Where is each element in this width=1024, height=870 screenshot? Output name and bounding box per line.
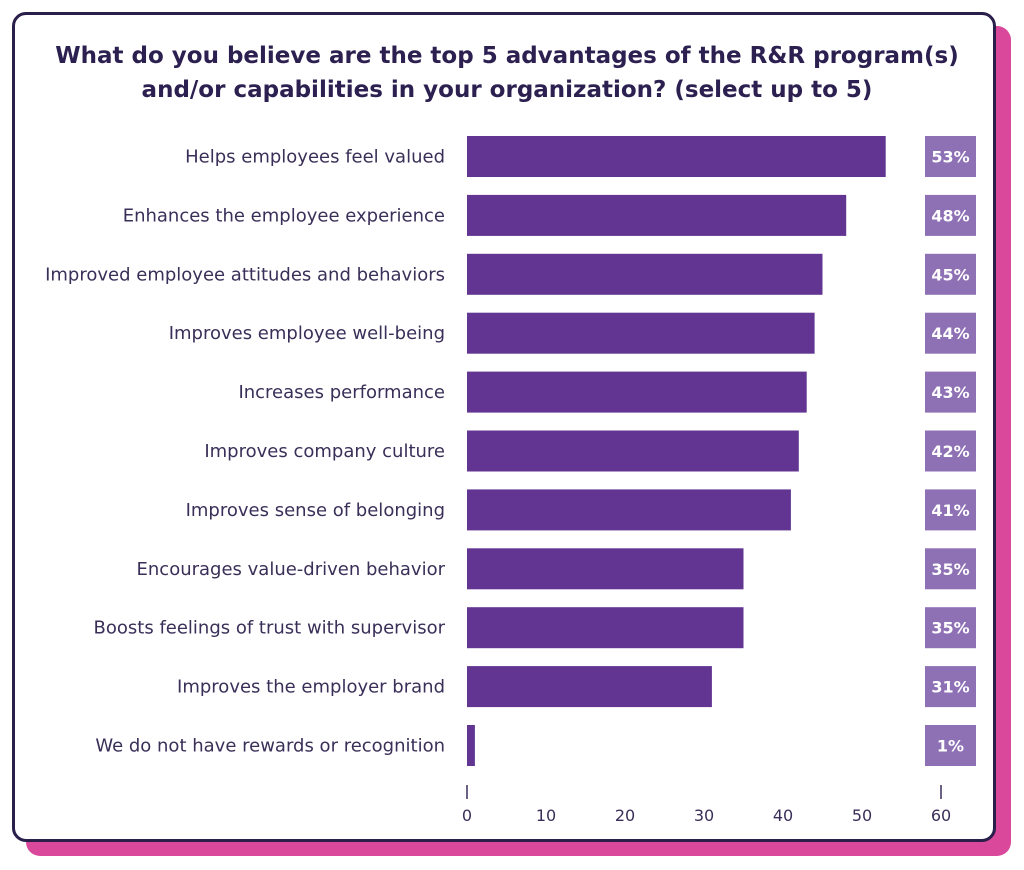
bar	[467, 430, 799, 472]
chart-title-line-1: What do you believe are the top 5 advant…	[55, 43, 959, 69]
value-label: 35%	[931, 560, 969, 579]
bar	[467, 253, 823, 295]
value-label-box	[925, 253, 976, 295]
category-label: Improves company culture	[204, 441, 445, 462]
category-label: Increases performance	[238, 382, 445, 403]
value-label: 45%	[931, 265, 969, 284]
value-label-box	[925, 371, 976, 413]
chart-title-line-2: and/or capabilities in your organization…	[141, 77, 873, 103]
x-tick-label: 0	[462, 806, 472, 825]
value-label: 1%	[937, 737, 964, 756]
value-label-box	[925, 194, 976, 236]
value-label-box	[925, 489, 976, 531]
category-label: Helps employees feel valued	[185, 147, 445, 168]
category-label: Enhances the employee experience	[123, 205, 445, 226]
bar	[467, 489, 791, 531]
category-label: Improves sense of belonging	[186, 500, 445, 521]
bar	[467, 194, 847, 236]
value-label: 42%	[931, 442, 969, 461]
value-label-box	[925, 725, 976, 766]
bar	[467, 548, 744, 590]
bar	[467, 136, 886, 177]
category-label: Improves the employer brand	[177, 677, 445, 698]
chart-title: What do you believe are the top 5 advant…	[15, 39, 999, 107]
category-label: Improved employee attitudes and behavior…	[45, 264, 445, 285]
x-tick-label: 20	[615, 806, 635, 825]
bar	[467, 607, 744, 649]
value-label-box	[925, 548, 976, 590]
bar	[467, 312, 815, 354]
bar	[467, 725, 475, 766]
x-tick-label: 10	[536, 806, 556, 825]
value-label: 35%	[931, 619, 969, 638]
bar	[467, 666, 712, 708]
bar-chart: Helps employees feel valued 53% Enhances t…	[45, 136, 976, 825]
value-label-box	[925, 666, 976, 708]
value-label: 44%	[931, 324, 969, 343]
x-tick-label: 60	[931, 806, 951, 825]
value-label: 41%	[931, 501, 969, 520]
category-label: Encourages value-driven behavior	[137, 559, 446, 580]
value-label-box	[925, 136, 976, 177]
category-label: Boosts feelings of trust with supervisor	[94, 618, 446, 639]
x-tick-label: 30	[694, 806, 714, 825]
value-label: 48%	[931, 206, 969, 225]
category-label: Improves employee well-being	[169, 323, 445, 344]
bar	[467, 371, 807, 413]
value-label: 31%	[931, 678, 969, 697]
value-label: 43%	[931, 383, 969, 402]
x-tick-label: 40	[773, 806, 793, 825]
value-label: 53%	[931, 148, 969, 167]
value-label-box	[925, 430, 976, 472]
category-label: We do not have rewards or recognition	[95, 736, 445, 757]
value-label-box	[925, 607, 976, 649]
chart-card: What do you believe are the top 5 advant…	[12, 12, 996, 842]
value-label-box	[925, 312, 976, 354]
x-tick-label: 50	[852, 806, 872, 825]
